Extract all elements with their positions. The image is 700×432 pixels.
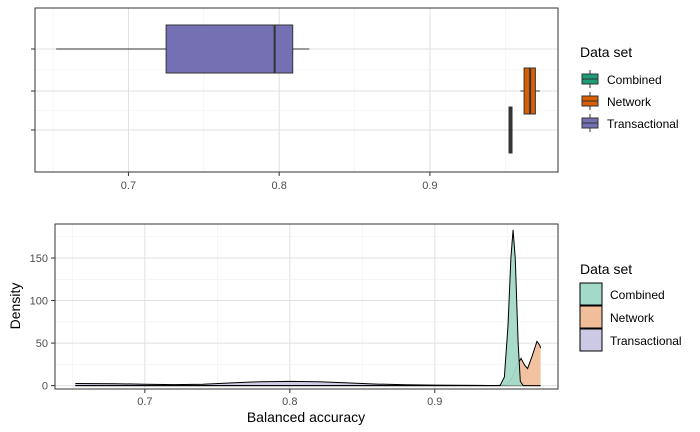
boxplot-plot-area [35, 8, 558, 172]
density-legend-label: Network [610, 311, 655, 325]
density-y-tick-label: 150 [30, 253, 48, 265]
density-legend-label: Transactional [610, 334, 682, 348]
density-marks [75, 229, 542, 387]
density-x-tick-label: 0.7 [137, 396, 152, 408]
boxplot-x-tick-label: 0.9 [422, 180, 437, 192]
density-x-tick-label: 0.8 [282, 396, 297, 408]
density-x-axis-title: Balanced accuracy [247, 409, 365, 425]
boxplot-legend-label: Combined [607, 73, 662, 87]
density-legend-key [579, 305, 603, 329]
box-body [165, 24, 294, 74]
boxplot-legend-label: Transactional [607, 117, 679, 131]
density-line-combined [75, 229, 541, 387]
boxplot-legend: Data set Combined Network Transactional [580, 44, 679, 133]
density-y-tick-label: 100 [30, 296, 48, 308]
density-legend-label: Combined [610, 288, 665, 302]
density-y-tick-label: 50 [36, 338, 48, 350]
box-combined [508, 106, 513, 154]
boxplot-axes: 0.7 0.8 0.9 [31, 48, 438, 192]
boxplot-x-tick-label: 0.7 [121, 180, 136, 192]
boxplot-marks [56, 24, 540, 154]
density-panel-border [54, 223, 559, 390]
boxplot-panel-border [34, 7, 559, 173]
density-y-axis-title: Density [7, 283, 23, 330]
density-legend: Data set Combined Network Transactional [579, 261, 682, 352]
boxplot-legend-label: Network [607, 95, 652, 109]
density-axes: 0.7 0.8 0.9 0 50 100 150 [30, 253, 443, 408]
density-panel: 0.7 0.8 0.9 0 50 100 150 Balanced accuracy Den… [7, 223, 559, 425]
density-legend-key [579, 328, 603, 352]
density-legend-key [579, 282, 603, 306]
density-plot-area [55, 224, 558, 389]
box-network [520, 67, 540, 115]
density-y-tick-label: 0 [42, 381, 48, 393]
boxplot-x-tick-label: 0.8 [272, 180, 287, 192]
boxplot-legend-title: Data set [580, 44, 632, 60]
box-transactional [56, 24, 310, 74]
boxplot-panel: 0.7 0.8 0.9 [31, 7, 559, 192]
density-legend-title: Data set [580, 261, 632, 277]
density-x-tick-label: 0.9 [427, 396, 442, 408]
